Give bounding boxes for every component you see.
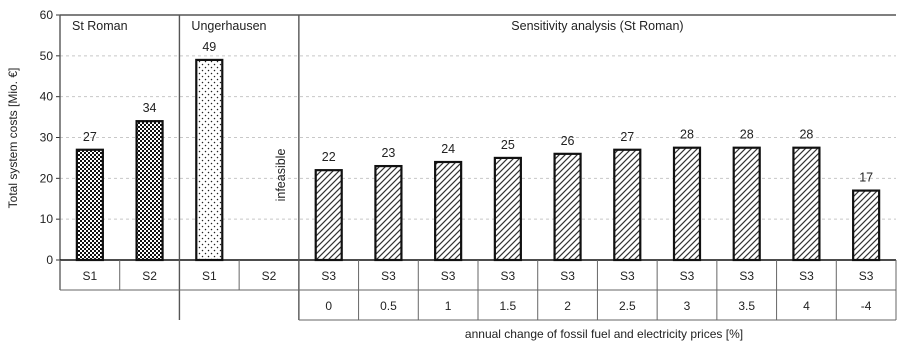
group-label: St Roman — [72, 19, 128, 33]
bar — [434, 160, 463, 262]
y-tick-label: 10 — [40, 212, 54, 226]
price-change-label: 3 — [684, 299, 691, 313]
x-tick-label: S3 — [501, 269, 516, 283]
x-tick-label: S1 — [202, 269, 217, 283]
bar — [792, 146, 821, 262]
x-tick-label: S3 — [739, 269, 754, 283]
x-tick-label: S3 — [560, 269, 575, 283]
bar-value-label: 26 — [561, 134, 575, 148]
price-change-label: 4 — [803, 299, 810, 313]
bar-value-label: 28 — [680, 128, 694, 142]
bar — [852, 189, 881, 262]
y-tick-label: 0 — [46, 253, 53, 267]
infeasible-label: infeasible — [274, 149, 288, 202]
bar — [374, 164, 403, 262]
bar-value-labels: 27 34 49 22 23 24 25 26 27 28 28 28 17 — [83, 40, 873, 185]
y-tick-label: 20 — [40, 171, 54, 185]
price-change-label: 1.5 — [500, 299, 517, 313]
bar-value-label: 28 — [740, 128, 754, 142]
bar-value-label: 23 — [381, 146, 395, 160]
x-tick-label: S3 — [441, 269, 456, 283]
bar — [195, 58, 224, 262]
bar — [314, 169, 343, 262]
bar-value-label: 22 — [322, 150, 336, 164]
bars — [75, 58, 881, 262]
bar-value-label: 49 — [202, 40, 216, 54]
bar-value-label: 17 — [859, 171, 873, 185]
bar — [135, 120, 164, 262]
bar-value-label: 28 — [799, 128, 813, 142]
group-label: Ungerhausen — [191, 19, 266, 33]
group-labels: St Roman Ungerhausen Sensitivity analysis … — [72, 19, 684, 33]
bar-value-label: 34 — [143, 101, 157, 115]
bar-value-label: 27 — [620, 130, 634, 144]
x-tick-label: S3 — [381, 269, 396, 283]
bar — [553, 152, 582, 262]
x-tick-label: S3 — [859, 269, 874, 283]
y-tick-label: 30 — [40, 131, 54, 145]
price-change-label: 2 — [564, 299, 571, 313]
x-tick-label: S2 — [142, 269, 157, 283]
bar-value-label: 25 — [501, 138, 515, 152]
y-tick-label: 60 — [40, 8, 54, 22]
bar-value-label: 27 — [83, 130, 97, 144]
x-axis-label: annual change of fossil fuel and electri… — [465, 327, 743, 341]
bar — [75, 148, 104, 262]
x-tick-label: S1 — [83, 269, 98, 283]
x-tick-label: S3 — [799, 269, 814, 283]
bar-value-label: 24 — [441, 142, 455, 156]
x-tick-label: S3 — [321, 269, 336, 283]
x-tick-label: S3 — [620, 269, 635, 283]
price-change-label: -4 — [861, 299, 872, 313]
y-tick-label: 40 — [40, 90, 54, 104]
price-change-label: 0 — [325, 299, 332, 313]
price-change-label: 0.5 — [380, 299, 397, 313]
y-tick-label: 50 — [40, 49, 54, 63]
y-axis-ticks: 0 10 20 30 40 50 60 — [40, 8, 60, 267]
bar — [613, 148, 642, 262]
category-table: S1 S2 S1 S2 S3 0 S3 0.5 S3 1 S3 1.5 S3 2 S3 2.5 S3 3 S3 3.5… — [59, 260, 897, 321]
x-tick-label: S3 — [680, 269, 695, 283]
y-axis-label: Total system costs [Mio. €] — [6, 68, 20, 209]
gridlines — [60, 55, 896, 220]
price-change-label: 3.5 — [738, 299, 755, 313]
bar — [493, 156, 522, 262]
price-change-label: 2.5 — [619, 299, 636, 313]
bar — [672, 146, 702, 262]
group-label: Sensitivity analysis (St Roman) — [511, 19, 683, 33]
bar — [732, 146, 761, 262]
price-change-label: 1 — [445, 299, 452, 313]
x-tick-label: S2 — [262, 269, 277, 283]
